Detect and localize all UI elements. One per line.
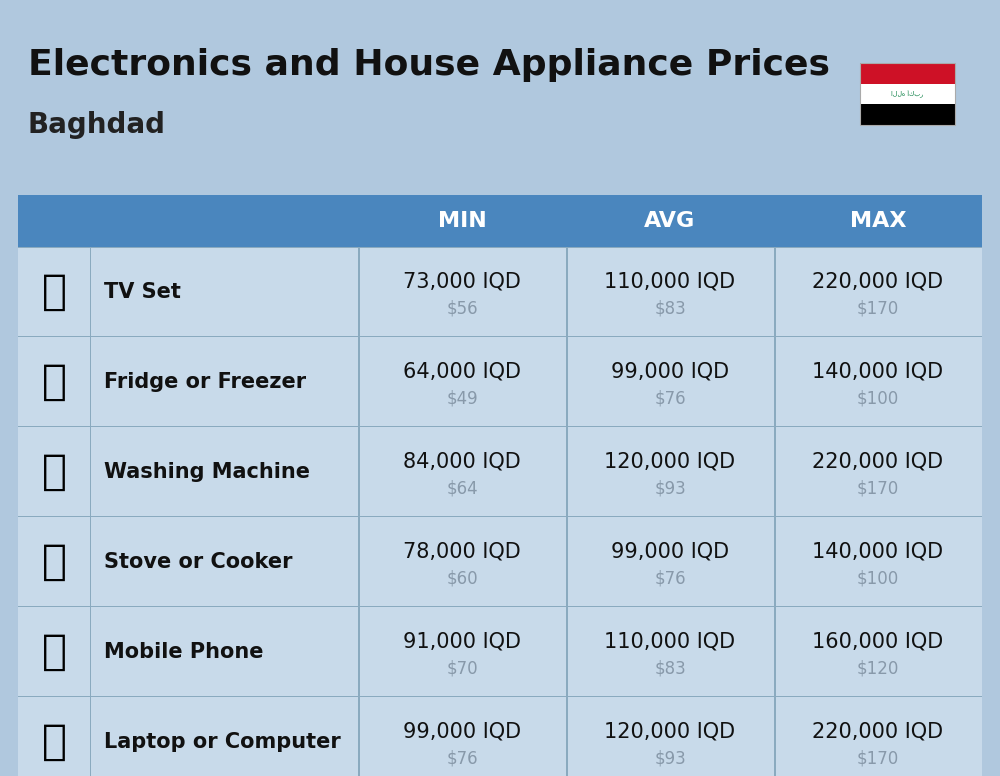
Bar: [860, 104, 955, 125]
Text: $120: $120: [857, 659, 899, 677]
Text: 120,000 IQD: 120,000 IQD: [604, 721, 736, 741]
Text: $76: $76: [654, 569, 686, 587]
Text: 🫧: 🫧: [42, 451, 66, 493]
Text: 84,000 IQD: 84,000 IQD: [403, 451, 521, 471]
Text: $93: $93: [654, 749, 686, 767]
Text: 📱: 📱: [42, 631, 66, 673]
Text: $100: $100: [857, 389, 899, 407]
Text: $93: $93: [654, 479, 686, 497]
Text: $70: $70: [446, 659, 478, 677]
Text: 64,000 IQD: 64,000 IQD: [403, 361, 521, 381]
Bar: [18, 195, 982, 776]
Bar: [90, 247, 91, 776]
Bar: [358, 247, 360, 776]
Text: 110,000 IQD: 110,000 IQD: [604, 631, 736, 651]
Bar: [18, 335, 982, 337]
Text: 140,000 IQD: 140,000 IQD: [812, 361, 944, 381]
Text: $170: $170: [857, 479, 899, 497]
Bar: [774, 247, 776, 776]
Text: الله أكبر: الله أكبر: [891, 90, 924, 98]
Text: $49: $49: [446, 389, 478, 407]
Text: Baghdad: Baghdad: [28, 111, 166, 139]
Text: 99,000 IQD: 99,000 IQD: [403, 721, 521, 741]
Text: 🧊: 🧊: [42, 361, 66, 403]
Text: $56: $56: [446, 299, 478, 317]
Text: 220,000 IQD: 220,000 IQD: [812, 721, 944, 741]
Text: $76: $76: [446, 749, 478, 767]
Text: $83: $83: [654, 299, 686, 317]
Bar: [18, 695, 982, 697]
Bar: [18, 195, 982, 247]
Text: $100: $100: [857, 569, 899, 587]
Text: 120,000 IQD: 120,000 IQD: [604, 451, 736, 471]
Text: 110,000 IQD: 110,000 IQD: [604, 271, 736, 291]
Text: Electronics and House Appliance Prices: Electronics and House Appliance Prices: [28, 48, 830, 82]
Bar: [18, 515, 982, 517]
Text: MIN: MIN: [438, 211, 486, 231]
Text: $83: $83: [654, 659, 686, 677]
Text: $170: $170: [857, 749, 899, 767]
Text: 99,000 IQD: 99,000 IQD: [611, 361, 729, 381]
Text: $170: $170: [857, 299, 899, 317]
Bar: [566, 247, 568, 776]
Text: 91,000 IQD: 91,000 IQD: [403, 631, 521, 651]
Text: Fridge or Freezer: Fridge or Freezer: [104, 372, 306, 392]
Text: 📺: 📺: [42, 271, 66, 313]
Text: $60: $60: [446, 569, 478, 587]
Bar: [860, 84, 955, 104]
Text: Washing Machine: Washing Machine: [104, 462, 310, 482]
Bar: [18, 605, 982, 607]
Text: MAX: MAX: [850, 211, 906, 231]
Text: Mobile Phone: Mobile Phone: [104, 642, 264, 662]
Text: 160,000 IQD: 160,000 IQD: [812, 631, 944, 651]
Bar: [860, 63, 955, 125]
Text: 220,000 IQD: 220,000 IQD: [812, 271, 944, 291]
Bar: [18, 425, 982, 427]
Text: 💻: 💻: [42, 721, 66, 763]
Text: 140,000 IQD: 140,000 IQD: [812, 541, 944, 561]
Text: 220,000 IQD: 220,000 IQD: [812, 451, 944, 471]
Text: 73,000 IQD: 73,000 IQD: [403, 271, 521, 291]
Text: $64: $64: [446, 479, 478, 497]
Text: 🔥: 🔥: [42, 541, 66, 583]
Text: $76: $76: [654, 389, 686, 407]
Text: AVG: AVG: [644, 211, 696, 231]
Text: Laptop or Computer: Laptop or Computer: [104, 732, 341, 752]
Text: 78,000 IQD: 78,000 IQD: [403, 541, 521, 561]
Bar: [860, 63, 955, 84]
Text: Stove or Cooker: Stove or Cooker: [104, 552, 292, 572]
Text: 99,000 IQD: 99,000 IQD: [611, 541, 729, 561]
Text: TV Set: TV Set: [104, 282, 181, 302]
